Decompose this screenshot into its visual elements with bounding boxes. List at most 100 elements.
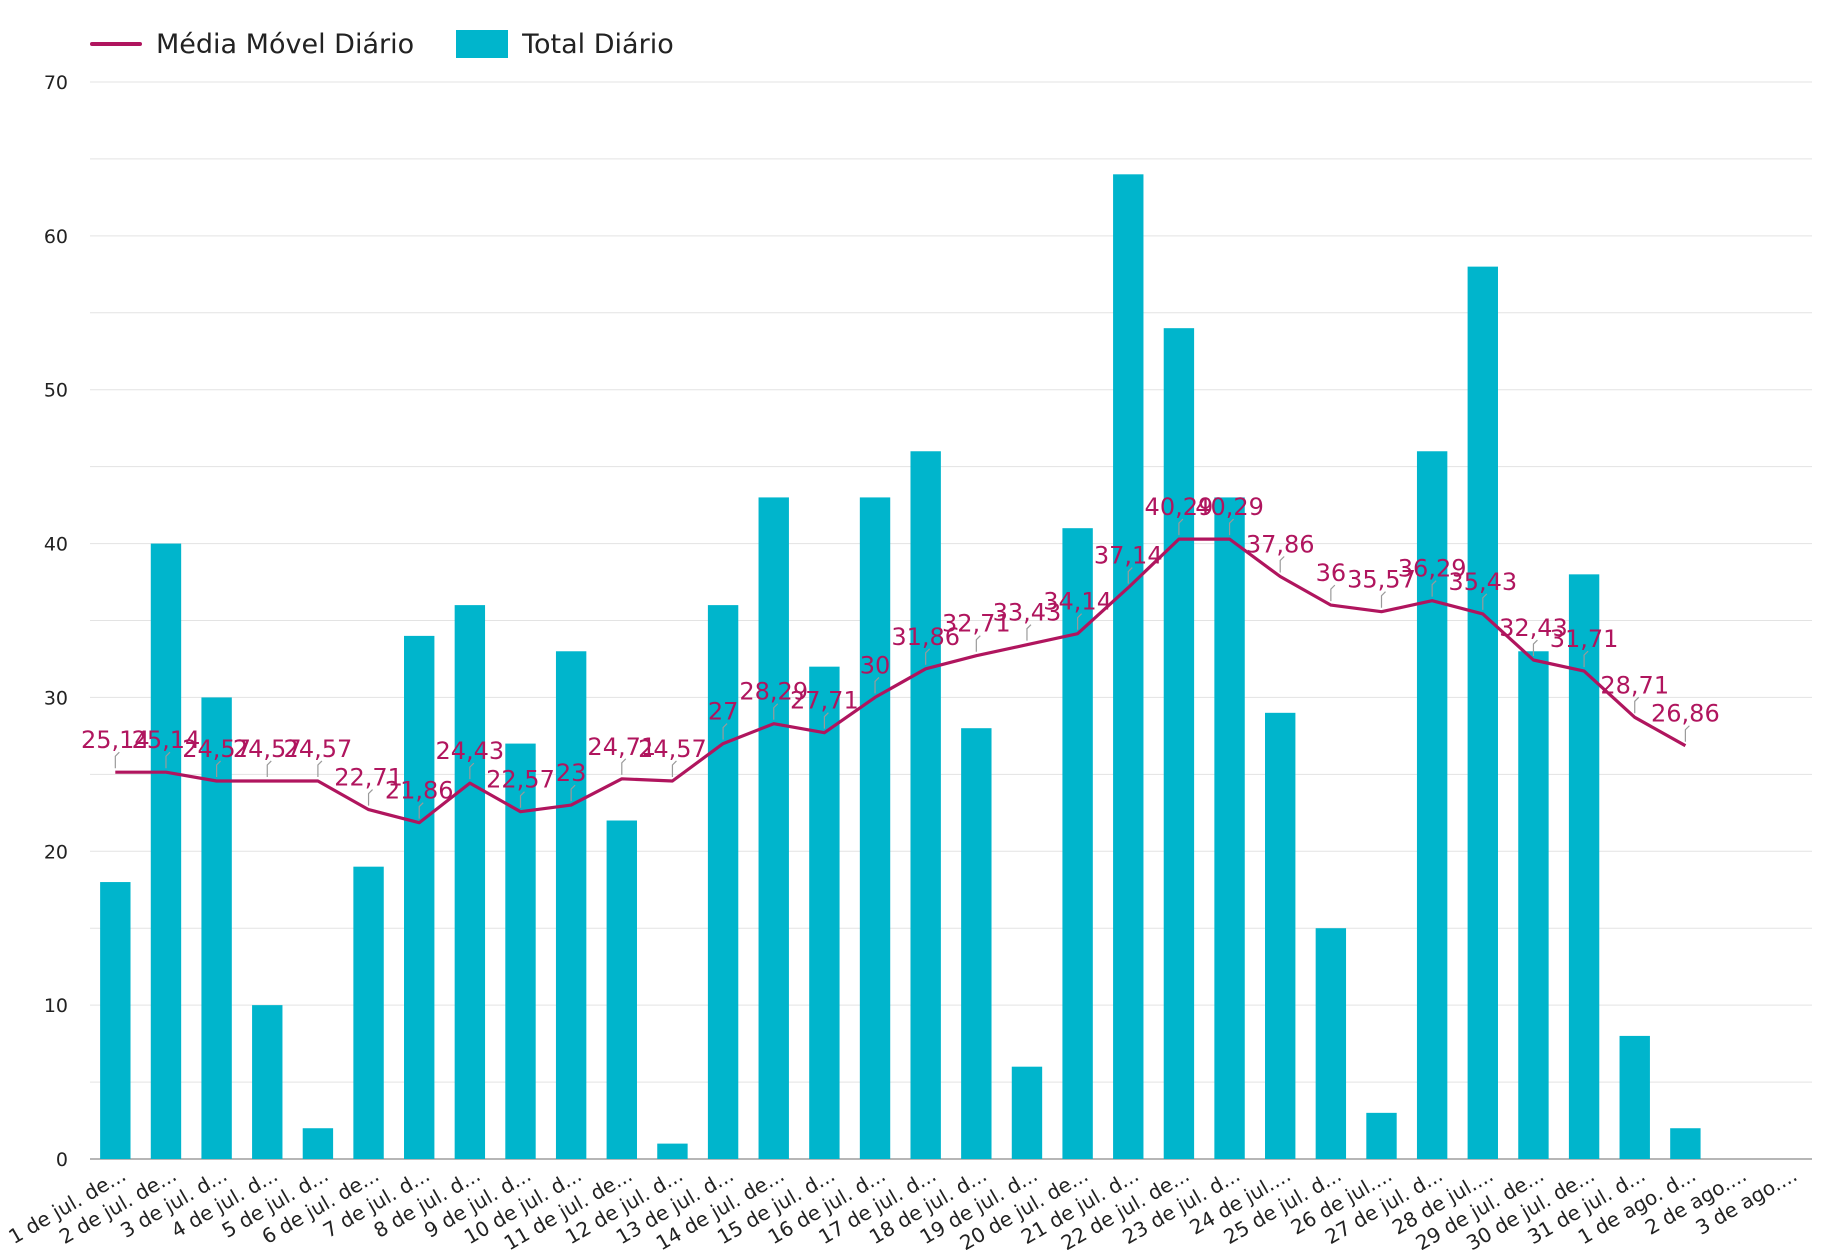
legend-item-moving-average[interactable]: Média Móvel Diário <box>90 29 414 60</box>
data-label: 21,86 <box>385 777 454 805</box>
data-label-leader <box>418 802 424 819</box>
data-label: 30 <box>860 651 891 679</box>
data-label-leader <box>1279 556 1285 573</box>
bar <box>404 635 435 1159</box>
bar <box>910 451 941 1159</box>
y-tick-label: 20 <box>44 841 68 863</box>
bar <box>657 1143 688 1159</box>
legend-bar-swatch <box>456 30 509 58</box>
data-label: 36 <box>1316 559 1347 587</box>
data-label: 37,14 <box>1094 542 1163 570</box>
bar <box>454 605 486 1159</box>
y-axis-ticks: 0 10 20 30 40 50 60 70 <box>44 72 68 1171</box>
data-label: 31,86 <box>891 623 960 651</box>
data-label-leader <box>1532 639 1538 657</box>
legend-item-daily-total[interactable]: Total Diário <box>456 29 674 60</box>
data-label: 25,14 <box>132 726 201 754</box>
data-label: 37,86 <box>1246 530 1315 558</box>
data-label: 27 <box>708 698 739 726</box>
data-label-leader <box>469 762 475 780</box>
data-label: 24,57 <box>182 735 251 763</box>
data-label-leader <box>114 751 120 769</box>
data-label-leader <box>621 758 627 775</box>
bar <box>1163 328 1195 1160</box>
data-label: 31,71 <box>1550 625 1619 653</box>
data-label: 24,57 <box>638 735 707 763</box>
y-tick-label: 0 <box>56 1149 68 1171</box>
bar <box>606 820 637 1159</box>
data-labels: 25,1425,1424,5724,5724,5722,7121,8624,43… <box>81 493 1720 819</box>
y-tick-label: 10 <box>44 995 68 1017</box>
data-label: 23 <box>556 759 587 787</box>
bar <box>302 1128 334 1159</box>
data-label-leader <box>1330 584 1336 602</box>
data-label: 22,57 <box>486 766 555 794</box>
data-label-leader <box>874 677 880 694</box>
bar <box>1518 651 1549 1159</box>
data-label-leader <box>519 791 525 808</box>
bar <box>1467 266 1498 1160</box>
bar <box>252 1005 283 1159</box>
data-label: 22,71 <box>334 764 403 792</box>
bar <box>1011 1066 1043 1159</box>
bar <box>1670 1128 1701 1159</box>
bar <box>961 728 992 1159</box>
bar <box>1619 1035 1650 1159</box>
bar <box>1366 1112 1397 1159</box>
data-label: 34,14 <box>1043 588 1112 616</box>
data-label-leader <box>1684 725 1690 742</box>
data-label-leader <box>1178 518 1184 536</box>
data-label: 28,29 <box>739 678 808 706</box>
legend-label-daily-total: Total Diário <box>522 28 674 60</box>
chart-legend: Média Móvel Diário Total Diário <box>90 24 674 64</box>
bar <box>809 666 840 1159</box>
bar <box>1315 928 1347 1159</box>
data-label: 33,43 <box>993 599 1062 627</box>
data-label: 35,43 <box>1448 568 1517 596</box>
data-label-leader <box>1380 591 1386 608</box>
data-label: 35,57 <box>1347 566 1416 594</box>
data-label: 40,29 <box>1195 493 1264 521</box>
bar <box>1416 451 1448 1159</box>
data-label-leader <box>1127 567 1133 584</box>
x-axis-ticks: 1 de jul. de...2 de jul. de...3 de jul. … <box>4 1163 1801 1250</box>
data-label-leader <box>1583 650 1589 668</box>
data-label: 32,43 <box>1499 614 1568 642</box>
data-label-leader <box>266 760 272 777</box>
data-label-leader <box>367 789 373 806</box>
data-label-leader <box>1482 593 1488 610</box>
data-label-leader <box>1077 613 1083 630</box>
data-label: 24,57 <box>233 735 302 763</box>
bar <box>707 605 739 1159</box>
data-label: 40,29 <box>1145 493 1214 521</box>
bar <box>100 882 131 1159</box>
bar <box>353 866 384 1159</box>
data-label-leader <box>317 760 323 777</box>
bar-series <box>100 174 1701 1160</box>
data-label: 36,29 <box>1398 555 1467 583</box>
data-label-leader <box>1228 518 1234 536</box>
bar <box>1113 174 1144 1160</box>
y-tick-label: 30 <box>44 687 68 709</box>
data-label: 24,57 <box>284 735 353 763</box>
data-label-leader <box>975 635 981 652</box>
data-label-leader <box>722 723 728 740</box>
data-label-leader <box>823 712 829 729</box>
data-label-leader <box>165 751 171 769</box>
data-label-leader <box>1026 624 1032 641</box>
data-label: 32,71 <box>942 610 1011 638</box>
y-tick-label: 70 <box>44 72 68 94</box>
bar <box>1214 497 1245 1159</box>
data-label-leader <box>216 760 222 777</box>
data-label: 27,71 <box>790 687 859 715</box>
data-label-leader <box>773 703 779 720</box>
data-label: 24,71 <box>587 733 656 761</box>
data-label-leader <box>1634 696 1640 714</box>
bar <box>1265 712 1296 1159</box>
y-tick-label: 60 <box>44 226 68 248</box>
data-label: 25,14 <box>81 726 150 754</box>
y-tick-label: 40 <box>44 534 68 556</box>
bar <box>150 543 182 1159</box>
data-label: 28,71 <box>1600 671 1669 699</box>
